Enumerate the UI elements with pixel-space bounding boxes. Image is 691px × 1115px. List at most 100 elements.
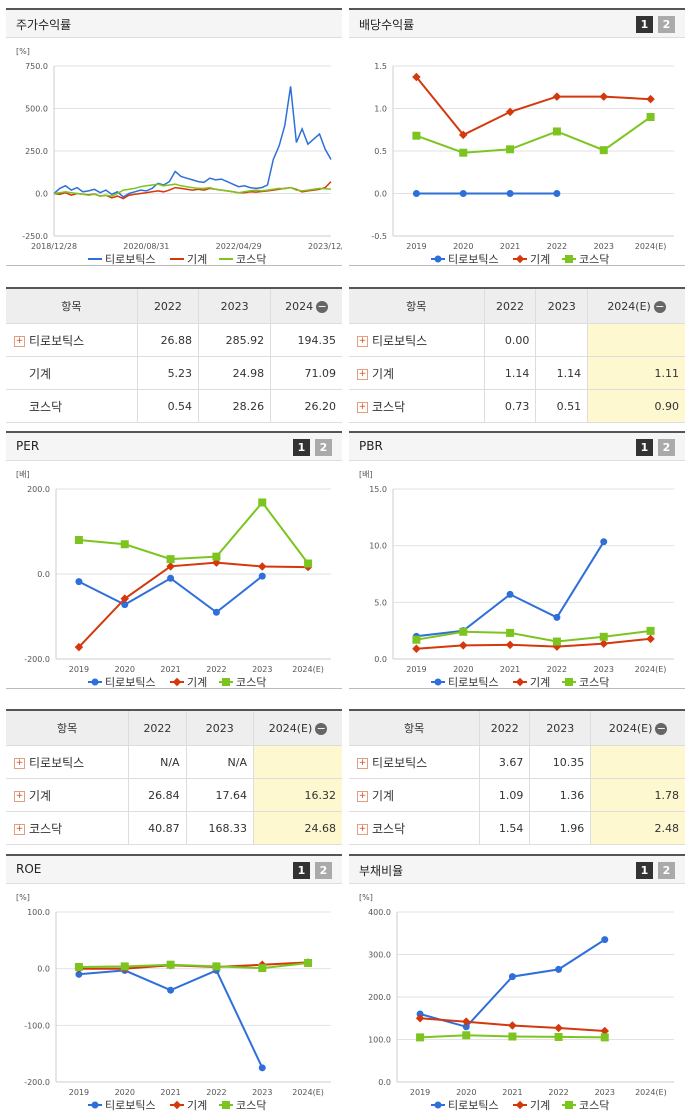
data-point <box>646 94 655 104</box>
y-tick-label: 0.5 <box>374 147 387 156</box>
series-line-3 <box>78 500 309 565</box>
x-tick-label: 2020 <box>453 665 473 674</box>
x-tick-label: 2022 <box>547 242 567 251</box>
dividend-title: 배당수익률 <box>359 18 415 32</box>
expand-icon[interactable]: + <box>14 335 25 347</box>
table-row: + 코스닥 1.54 1.96 2.48 <box>349 811 685 845</box>
legend-entry: 티로보틱스 <box>105 676 156 689</box>
x-tick-label: 2020 <box>456 1088 476 1097</box>
stock-return-table: 항목 2022 2023 2024− + 티로보틱스 26.88 285.92 1… <box>6 287 342 423</box>
data-point <box>416 1033 425 1042</box>
table-header: 2024− <box>270 288 342 324</box>
expand-icon[interactable]: + <box>357 823 368 835</box>
data-point <box>552 127 561 136</box>
data-point <box>172 1100 182 1110</box>
x-tick-label: 2022 <box>547 665 567 674</box>
x-tick-label: 2023 <box>252 665 272 674</box>
data-point <box>552 637 561 646</box>
table-header: 2024(E) − <box>587 288 685 324</box>
expand-icon[interactable]: + <box>357 790 368 802</box>
x-tick-label: 2020 <box>453 242 473 251</box>
expand-icon[interactable]: + <box>14 757 25 769</box>
data-point <box>412 644 421 654</box>
stock-return-title: 주가수익률 <box>16 18 72 32</box>
table-header: 항목 <box>6 710 129 746</box>
collapse-icon[interactable]: − <box>655 721 668 735</box>
data-point <box>515 1100 525 1110</box>
page-1-button[interactable]: 1 <box>636 862 653 879</box>
data-point <box>304 959 313 967</box>
data-point <box>553 190 561 197</box>
data-point <box>601 936 609 944</box>
expand-icon[interactable]: + <box>357 401 368 413</box>
data-point <box>599 146 608 155</box>
data-point <box>74 962 83 971</box>
expand-icon[interactable]: + <box>14 790 25 802</box>
legend-entry: 기계 <box>187 1099 207 1112</box>
page-1-button[interactable]: 1 <box>293 439 310 456</box>
pbr-title: PBR <box>359 439 383 453</box>
data-point <box>646 626 655 635</box>
data-point <box>434 678 442 686</box>
data-point <box>462 1031 471 1040</box>
data-point <box>74 536 83 544</box>
pbr-panel: PBR 1 2 [배] 15.0 10.0 5.0 0.0 2019 2020 2021 202… <box>349 431 685 689</box>
series-line-3 <box>416 116 652 154</box>
collapse-icon[interactable]: − <box>653 299 666 313</box>
y-tick-label: 200.0 <box>368 993 391 1002</box>
collapse-icon[interactable]: − <box>316 299 329 313</box>
data-point <box>459 130 468 140</box>
series-line-1 <box>78 969 264 1069</box>
x-tick-label: 2024(E) <box>635 242 667 251</box>
data-point <box>554 1032 563 1041</box>
table-row: + 기계 1.09 1.36 1.78 <box>349 778 685 812</box>
table-header: 2024(E) − <box>590 710 685 746</box>
dividend-panel: 배당수익률 1 2 1.5 1.0 0.5 0.0 -0.5 2019 2020 2021 20… <box>349 8 685 266</box>
data-point <box>258 964 267 973</box>
data-point <box>258 1064 266 1072</box>
data-point <box>434 255 442 263</box>
y-tick-label: 100.0 <box>368 1036 391 1045</box>
expand-icon[interactable]: + <box>14 823 25 835</box>
page-2-button[interactable]: 2 <box>315 862 332 879</box>
page-1-button[interactable]: 1 <box>636 439 653 456</box>
data-point <box>121 601 129 609</box>
y-tick-label: 200.0 <box>27 485 50 494</box>
data-point <box>412 190 420 197</box>
table-header: 2022 <box>136 288 199 324</box>
data-point <box>508 1032 517 1041</box>
y-tick-label: 15.0 <box>369 485 387 494</box>
per-title: PER <box>16 439 40 453</box>
data-point <box>258 562 267 571</box>
series-line-3 <box>53 183 332 197</box>
table-header: 항목 <box>6 288 138 324</box>
page-1-button[interactable]: 1 <box>293 862 310 879</box>
data-point <box>167 574 175 582</box>
expand-icon[interactable]: + <box>357 757 368 769</box>
collapse-icon[interactable]: − <box>315 721 328 735</box>
y-tick-label: 100.0 <box>27 908 50 917</box>
dividend-table: 항목 2022 2023 2024(E) − + 티로보틱스 0.00 + 기계 1.… <box>349 287 685 423</box>
expand-icon[interactable]: + <box>357 368 368 380</box>
table-row: + 티로보틱스 26.88 285.92 194.35 <box>6 323 342 357</box>
data-point <box>505 107 515 117</box>
data-point <box>166 960 175 969</box>
data-point <box>505 640 515 650</box>
data-point <box>91 1101 99 1109</box>
data-point <box>600 1033 609 1042</box>
y-tick-label: 10.0 <box>369 542 387 551</box>
page-2-button[interactable]: 2 <box>658 16 675 33</box>
y-tick-label: 1.0 <box>374 105 387 114</box>
pbr-header: PBR 1 2 <box>349 431 685 461</box>
expand-icon[interactable]: + <box>357 335 368 347</box>
data-point <box>599 92 608 101</box>
page-2-button[interactable]: 2 <box>315 439 332 456</box>
page-1-button[interactable]: 1 <box>636 16 653 33</box>
page-2-button[interactable]: 2 <box>658 439 675 456</box>
page-2-button[interactable]: 2 <box>658 862 675 879</box>
unit-label: [%] <box>359 893 373 902</box>
unit-label: [배] <box>16 470 30 479</box>
legend-entry: 코스닥 <box>236 1099 266 1112</box>
x-tick-label: 2024(E) <box>635 665 667 674</box>
unit-label: [%] <box>16 47 30 56</box>
